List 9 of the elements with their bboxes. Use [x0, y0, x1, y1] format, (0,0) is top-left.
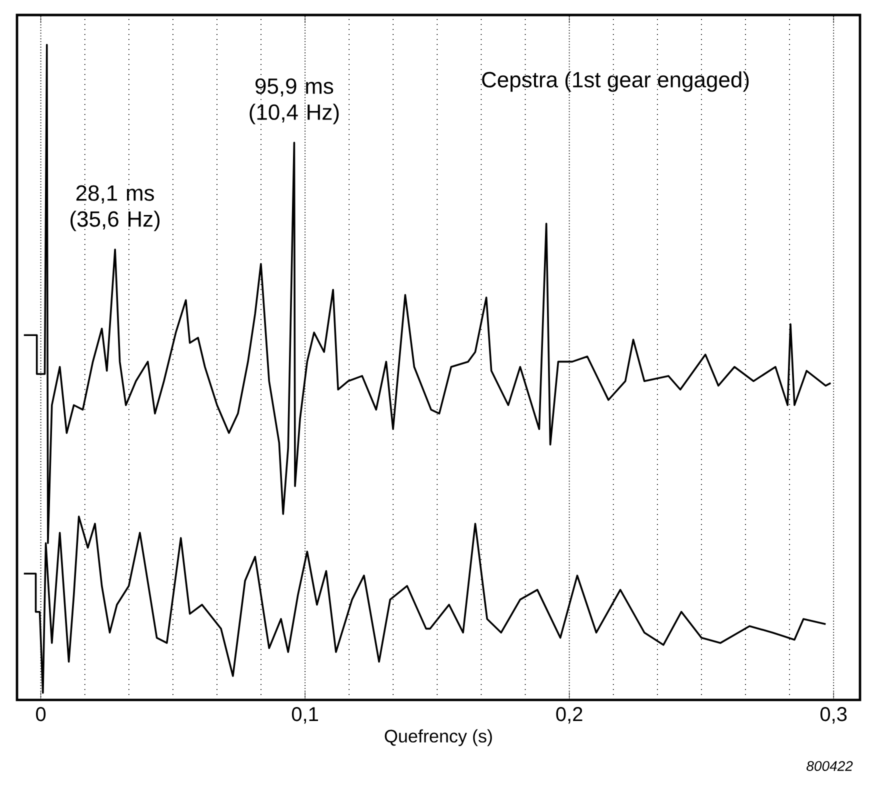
x-axis-title: Quefrency (s) [384, 729, 492, 746]
x-tick-label: 0,2 [556, 707, 582, 724]
text: Cepstra (1st gear engaged) [482, 71, 749, 92]
annotation: 28,1 ms (35,6 Hz) [70, 185, 160, 232]
x-tick-label: 0,1 [292, 707, 318, 724]
x-tick-label: 0,3 [820, 707, 847, 724]
x-tick-label: 0 [36, 707, 46, 722]
annotation: 95,9 ms (10,4 Hz) [250, 78, 339, 124]
text: 800422 [806, 761, 853, 771]
